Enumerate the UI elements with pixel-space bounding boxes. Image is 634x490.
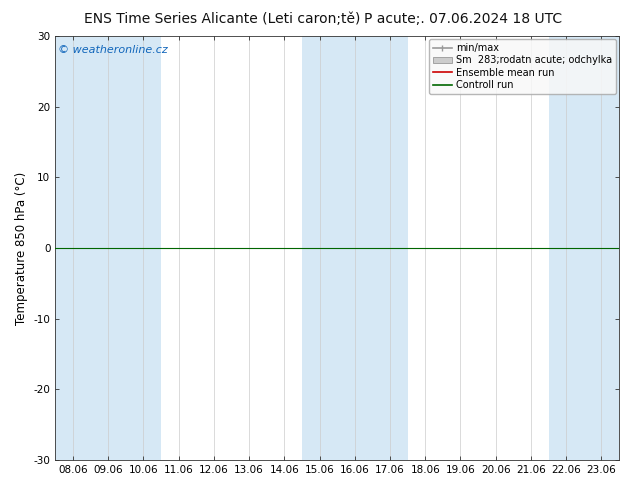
Bar	[372, 36, 408, 460]
Y-axis label: Temperature 850 hPa (°C): Temperature 850 hPa (°C)	[15, 172, 28, 325]
Bar	[126, 36, 161, 460]
Text: © weatheronline.cz: © weatheronline.cz	[58, 45, 168, 54]
Bar	[584, 36, 619, 460]
Text: P acute;. 07.06.2024 18 UTC: P acute;. 07.06.2024 18 UTC	[364, 12, 562, 26]
Text: ENS Time Series Alicante (Leti caron;tě): ENS Time Series Alicante (Leti caron;tě)	[84, 12, 360, 26]
Bar	[55, 36, 91, 460]
Bar	[302, 36, 337, 460]
Bar	[548, 36, 584, 460]
Bar	[91, 36, 126, 460]
Legend: min/max, Sm  283;rodatn acute; odchylka, Ensemble mean run, Controll run: min/max, Sm 283;rodatn acute; odchylka, …	[429, 39, 616, 94]
Bar	[337, 36, 372, 460]
